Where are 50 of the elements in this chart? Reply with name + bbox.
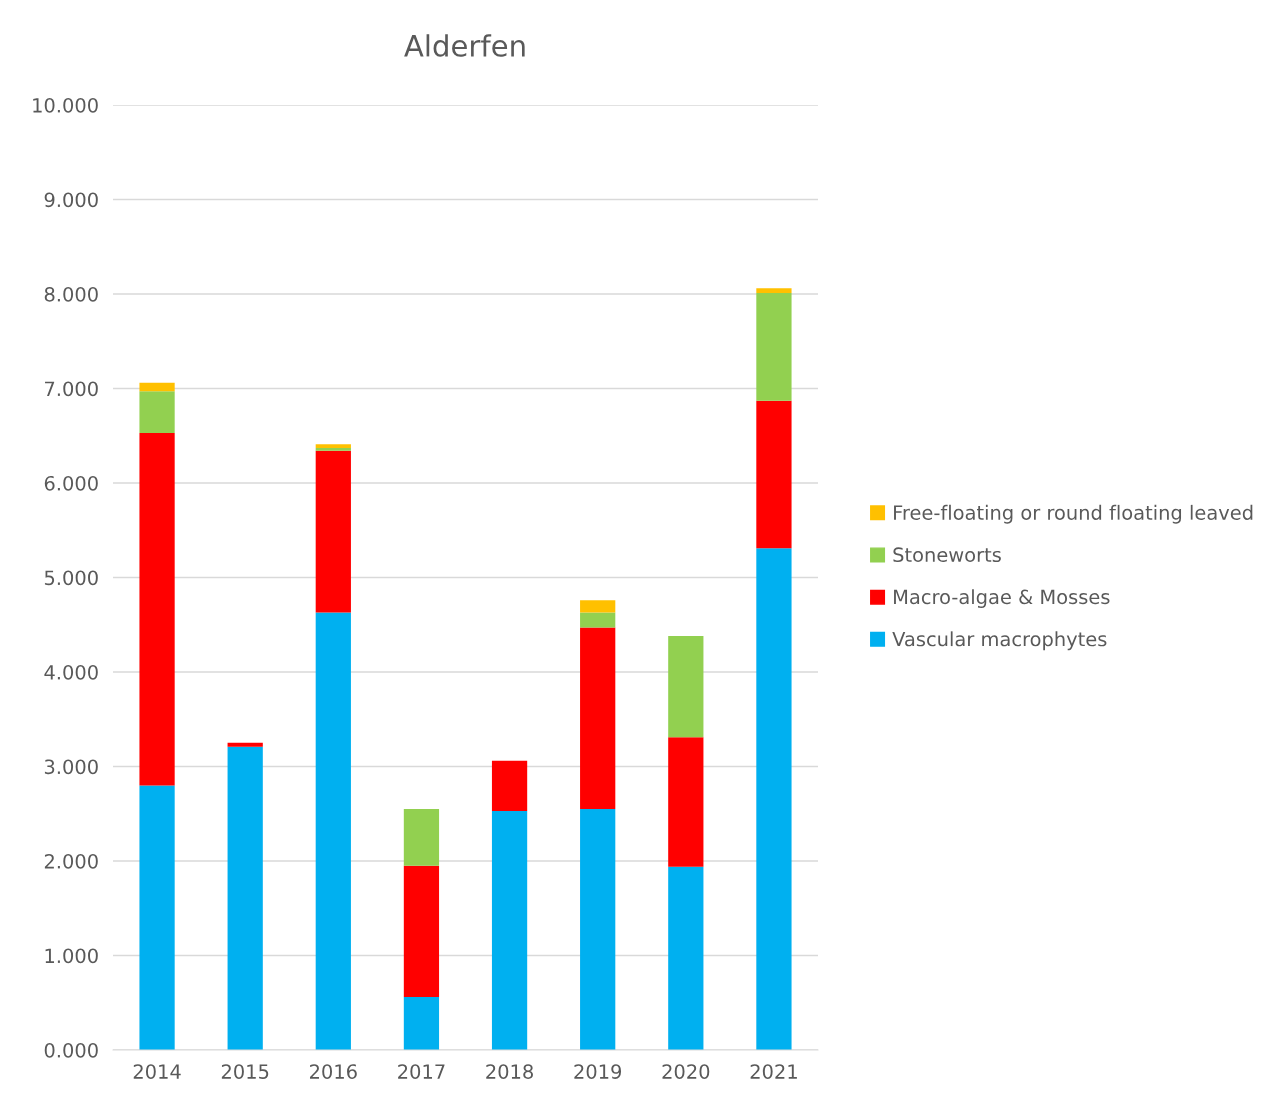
y-tick-label: 4.000 [44,664,98,680]
legend-label: Stoneworts [893,547,1001,563]
y-tick-label: 3.000 [44,759,98,775]
x-tick-label: 2017 [398,1064,445,1079]
legend-label: Free-floating or round floating leaved [894,504,1253,524]
bar [227,742,263,747]
bar [403,997,440,1050]
y-tick-label: 1.000 [45,948,98,964]
bar [580,612,616,628]
y-tick-label: 2.000 [44,853,98,869]
bar [315,448,351,451]
bar [580,809,616,1050]
bar [491,760,528,811]
y-tick-label: 7.000 [45,381,98,397]
chart-title: Alderfen [404,34,525,57]
y-tick-label: 5.000 [44,570,98,586]
bar [315,612,351,1050]
bar [315,450,351,613]
bar [403,809,440,866]
x-tick-label: 2015 [221,1064,269,1079]
x-tick-label: 2018 [486,1064,533,1079]
x-tick-label: 2020 [662,1064,710,1079]
x-tick-label: 2014 [133,1064,181,1079]
y-tick-label: 10.000 [33,97,98,113]
bar [139,432,175,786]
y-tick-label: 9.000 [44,192,98,208]
bar [139,382,175,392]
legend-label: Macro-algae & Mosses [894,589,1110,608]
legend-label: Vascular macrophytes [892,631,1107,651]
bar [139,391,175,433]
bar [756,548,792,1050]
y-tick-label: 0.000 [44,1042,98,1058]
bar [315,444,351,449]
y-tick-label: 6.000 [44,475,98,491]
y-tick-label: 8.000 [44,286,98,302]
x-tick-label: 2021 [750,1064,797,1079]
bar [227,746,263,1050]
bar [668,636,704,738]
bar [756,400,792,549]
bar [580,600,616,613]
bar [491,810,528,1050]
bar [668,866,704,1050]
bar [403,865,440,998]
bar [580,627,616,810]
x-tick-label: 2019 [574,1064,622,1079]
x-tick-label: 2016 [309,1064,357,1079]
bar [139,785,175,1050]
bar [756,288,792,294]
bar [668,737,704,867]
bar [756,293,792,401]
